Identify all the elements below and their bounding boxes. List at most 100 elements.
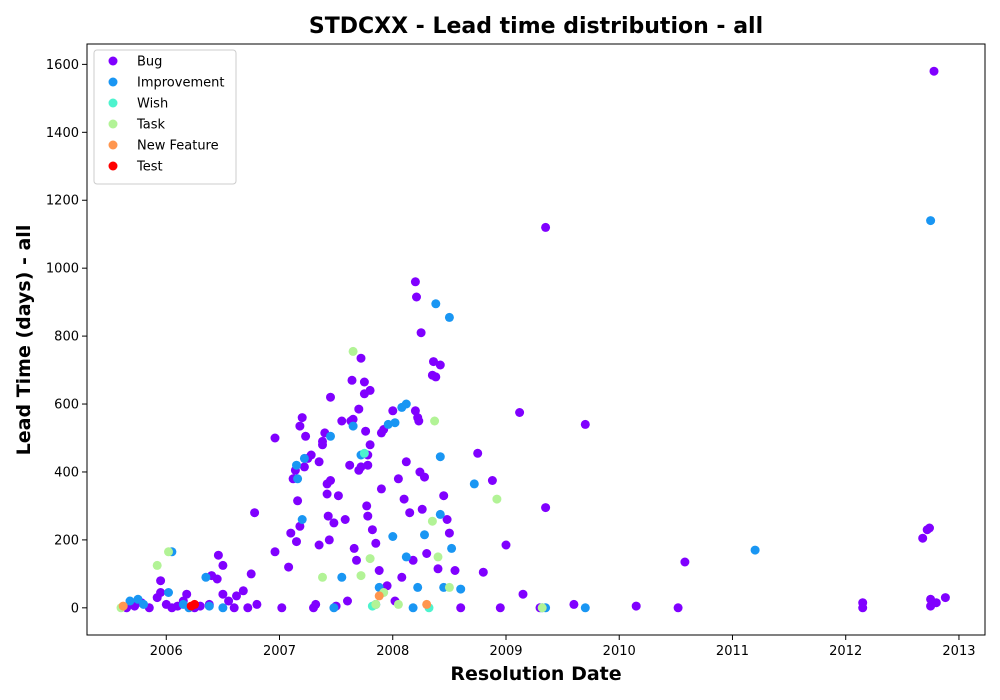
x-axis-label: Resolution Date xyxy=(450,663,621,685)
point-test-1 xyxy=(190,599,200,609)
legend-marker-task xyxy=(108,119,118,129)
point-bug-59 xyxy=(333,491,343,501)
point-new-feature-1 xyxy=(374,591,384,601)
point-task-6 xyxy=(365,554,375,564)
point-improvement-27 xyxy=(408,603,418,613)
point-bug-17 xyxy=(213,550,223,560)
x-tick-label: 2008 xyxy=(376,644,409,659)
point-bug-61 xyxy=(340,515,350,524)
point-bug-122 xyxy=(515,408,525,417)
point-improvement-35 xyxy=(447,543,457,553)
legend-marker-bug xyxy=(108,56,118,66)
legend-marker-wish xyxy=(108,98,118,108)
point-bug-37 xyxy=(295,421,305,431)
point-bug-125 xyxy=(541,222,551,232)
point-bug-127 xyxy=(569,599,579,609)
point-bug-69 xyxy=(354,404,364,414)
point-bug-115 xyxy=(450,566,460,575)
point-bug-139 xyxy=(929,66,939,76)
y-tick-label: 600 xyxy=(54,398,79,413)
y-tick-label: 0 xyxy=(71,601,79,616)
point-bug-109 xyxy=(431,372,441,382)
point-bug-35 xyxy=(292,537,301,547)
point-task-10 xyxy=(427,516,437,526)
point-task-2 xyxy=(164,547,173,557)
point-bug-134 xyxy=(918,533,928,543)
legend: Bug Improvement Wish Task New Feature Test xyxy=(93,49,237,185)
point-improvement-15 xyxy=(329,603,339,613)
point-bug-84 xyxy=(374,566,384,575)
y-tick-label: 800 xyxy=(54,330,79,345)
point-bug-140 xyxy=(931,598,941,608)
point-bug-45 xyxy=(311,599,321,609)
point-bug-11 xyxy=(182,589,192,599)
point-bug-76 xyxy=(362,501,372,511)
legend-marker-new-feature xyxy=(108,140,118,150)
y-tick-label: 1400 xyxy=(46,126,79,141)
point-task-7 xyxy=(371,599,381,609)
point-improvement-34 xyxy=(444,312,454,322)
point-improvement-21 xyxy=(383,419,393,429)
y-tick-label: 200 xyxy=(54,533,79,548)
point-bug-31 xyxy=(284,562,294,572)
point-wish-0 xyxy=(359,448,369,458)
point-bug-88 xyxy=(382,581,392,591)
point-bug-129 xyxy=(631,601,641,611)
point-bug-38 xyxy=(295,521,305,531)
point-bug-75 xyxy=(361,426,371,436)
point-improvement-40 xyxy=(580,603,590,613)
point-bug-30 xyxy=(277,603,287,613)
point-bug-77 xyxy=(363,511,373,521)
point-bug-5 xyxy=(156,576,166,586)
point-improvement-41 xyxy=(750,545,760,555)
point-bug-39 xyxy=(297,413,307,423)
point-bug-46 xyxy=(314,540,324,550)
point-bug-47 xyxy=(314,457,324,467)
point-improvement-14 xyxy=(326,431,335,441)
point-improvement-0 xyxy=(125,596,135,606)
point-bug-105 xyxy=(420,472,429,482)
point-bug-60 xyxy=(337,416,347,426)
point-bug-96 xyxy=(408,555,418,565)
point-bug-49 xyxy=(318,436,327,446)
legend-label-bug: Bug xyxy=(137,55,162,70)
point-task-15 xyxy=(537,603,547,613)
point-bug-73 xyxy=(359,377,369,387)
point-bug-128 xyxy=(580,419,590,429)
legend-label-new-feature: New Feature xyxy=(137,139,219,154)
point-bug-36 xyxy=(293,496,303,506)
point-bug-123 xyxy=(518,589,528,599)
point-task-11 xyxy=(430,416,440,426)
point-improvement-2 xyxy=(139,599,149,609)
point-bug-54 xyxy=(324,535,334,545)
point-improvement-37 xyxy=(469,479,479,489)
point-bug-126 xyxy=(541,503,551,513)
y-axis-ticks: 0 200 400 600 800 1000 1200 1400 1600 xyxy=(46,58,87,616)
point-improvement-16 xyxy=(337,572,347,582)
point-bug-65 xyxy=(347,375,357,385)
y-tick-label: 1000 xyxy=(46,262,79,277)
y-tick-label: 400 xyxy=(54,465,79,480)
point-new-feature-2 xyxy=(422,599,432,609)
point-improvement-25 xyxy=(401,399,411,409)
point-bug-19 xyxy=(218,589,228,599)
point-bug-72 xyxy=(356,462,366,472)
point-bug-113 xyxy=(442,515,452,524)
legend-marker-improvement xyxy=(108,77,118,87)
point-improvement-26 xyxy=(401,552,411,562)
point-bug-130 xyxy=(673,603,683,613)
point-task-5 xyxy=(356,571,366,581)
point-bug-119 xyxy=(487,476,497,485)
point-bug-68 xyxy=(352,555,361,565)
point-task-4 xyxy=(348,346,358,356)
y-axis-label: Lead Time (days) - all xyxy=(13,225,35,456)
point-bug-117 xyxy=(473,448,483,458)
point-bug-103 xyxy=(416,328,426,338)
point-new-feature-0 xyxy=(118,601,128,611)
point-bug-98 xyxy=(410,406,420,416)
point-bug-116 xyxy=(456,603,466,613)
point-bug-79 xyxy=(363,460,373,470)
x-tick-label: 2009 xyxy=(489,644,522,659)
point-improvement-13 xyxy=(299,453,309,463)
